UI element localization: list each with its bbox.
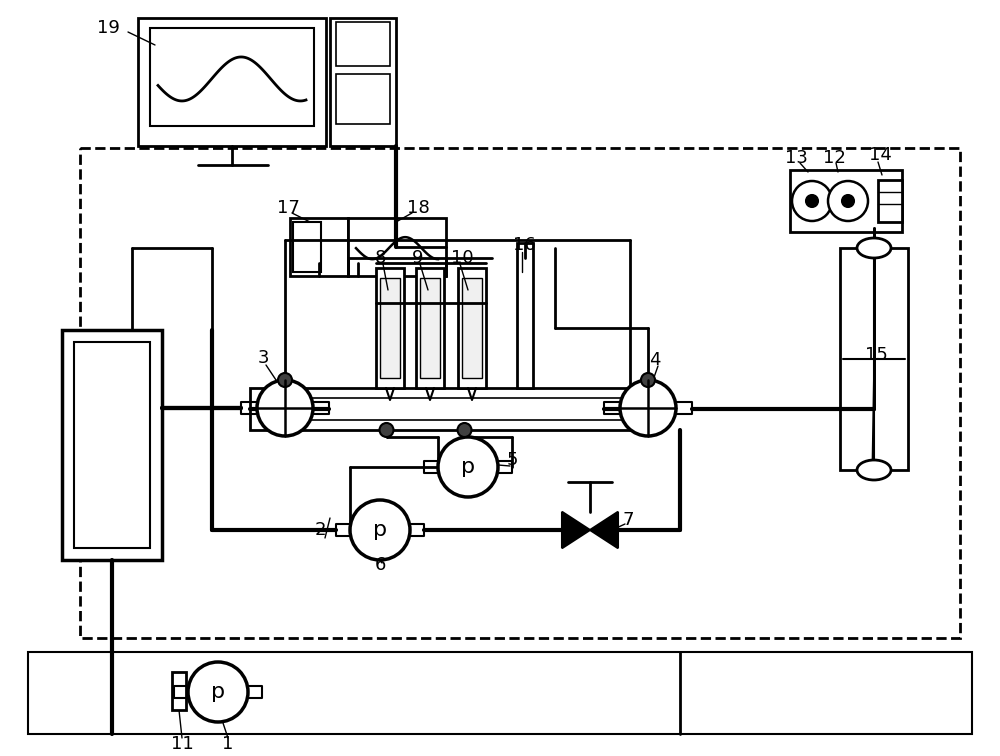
Bar <box>348 218 446 276</box>
Text: 2: 2 <box>314 521 326 539</box>
Bar <box>290 218 348 276</box>
Bar <box>420 278 440 378</box>
Polygon shape <box>562 512 590 548</box>
Bar <box>458 268 486 388</box>
Bar <box>840 248 908 470</box>
Text: 12: 12 <box>823 149 845 167</box>
Bar <box>336 74 390 124</box>
Circle shape <box>188 662 248 722</box>
Bar <box>293 222 321 272</box>
Bar <box>380 278 400 378</box>
Text: 8: 8 <box>374 249 386 267</box>
Text: 5: 5 <box>506 451 518 469</box>
Circle shape <box>620 380 676 436</box>
Ellipse shape <box>857 460 891 480</box>
Text: 15: 15 <box>865 346 887 364</box>
Bar <box>62 330 162 560</box>
Bar <box>330 18 396 146</box>
Circle shape <box>278 373 292 387</box>
Text: 11: 11 <box>171 735 193 753</box>
Text: 4: 4 <box>649 351 661 369</box>
Text: 18: 18 <box>407 199 429 217</box>
Text: 7: 7 <box>622 511 634 529</box>
Text: 1: 1 <box>222 735 234 753</box>
Circle shape <box>380 423 394 437</box>
Circle shape <box>828 181 868 221</box>
Circle shape <box>257 380 313 436</box>
Bar <box>462 278 482 378</box>
Text: 16: 16 <box>513 236 535 254</box>
Ellipse shape <box>857 238 891 258</box>
Circle shape <box>350 500 410 560</box>
Bar <box>28 652 972 734</box>
Circle shape <box>641 373 655 387</box>
Polygon shape <box>590 512 618 548</box>
Text: 13: 13 <box>785 149 807 167</box>
Circle shape <box>842 195 854 207</box>
Circle shape <box>792 181 832 221</box>
Text: 9: 9 <box>412 249 424 267</box>
Text: 19: 19 <box>97 19 119 37</box>
Bar <box>138 18 326 146</box>
Bar <box>150 28 314 126</box>
Text: p: p <box>211 682 225 702</box>
Bar <box>416 268 444 388</box>
Text: 17: 17 <box>277 199 299 217</box>
Bar <box>878 180 902 222</box>
Bar <box>74 342 150 548</box>
Text: p: p <box>373 520 387 540</box>
Bar <box>336 22 390 66</box>
Circle shape <box>806 195 818 207</box>
Circle shape <box>458 423 472 437</box>
Circle shape <box>438 437 498 497</box>
Bar <box>80 148 960 638</box>
Bar <box>376 268 404 388</box>
Bar <box>517 243 533 388</box>
Text: p: p <box>461 457 475 477</box>
Bar <box>790 170 902 232</box>
Text: 3: 3 <box>257 349 269 367</box>
Bar <box>172 672 186 710</box>
Text: 14: 14 <box>869 146 891 164</box>
Bar <box>250 388 640 430</box>
Text: 6: 6 <box>374 556 386 574</box>
Text: 10: 10 <box>451 249 473 267</box>
